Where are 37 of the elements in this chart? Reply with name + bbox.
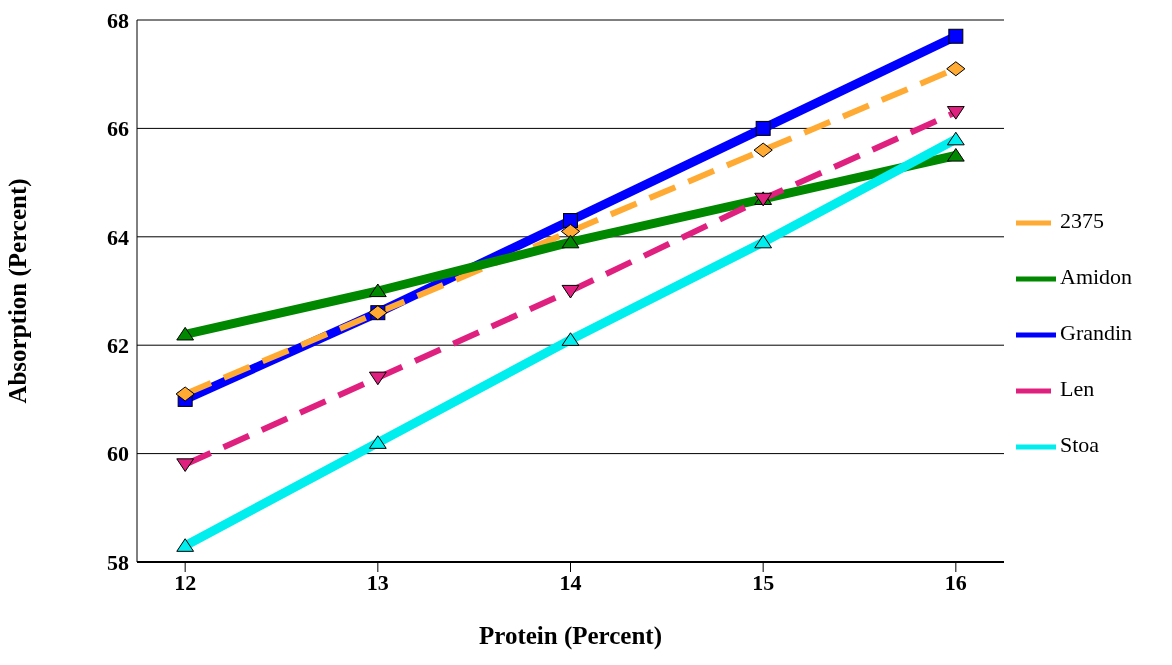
- point: [176, 458, 195, 472]
- point: [946, 131, 965, 146]
- point: [175, 386, 195, 402]
- y-tick-label: 60: [107, 441, 129, 467]
- x-tick-label: 12: [174, 569, 197, 595]
- legend-label: Len: [1060, 376, 1095, 401]
- point: [946, 61, 966, 77]
- point: [176, 538, 195, 552]
- x-tick-label: 14: [559, 569, 582, 595]
- x-axis-title: Protein (Percent): [478, 622, 663, 650]
- point: [368, 371, 387, 386]
- point: [753, 142, 773, 158]
- legend-label: 2375: [1060, 208, 1104, 233]
- point: [561, 332, 580, 346]
- point: [754, 234, 773, 249]
- point: [755, 120, 771, 136]
- legend-label: Amidon: [1060, 264, 1133, 289]
- point: [946, 106, 965, 120]
- legend-label: Stoa: [1060, 432, 1100, 457]
- point: [368, 283, 387, 298]
- point: [368, 435, 387, 449]
- point: [561, 284, 580, 299]
- point: [948, 28, 964, 44]
- x-tick-label: 13: [366, 569, 389, 595]
- legend-label: Grandin: [1060, 320, 1133, 345]
- x-tick-label: 15: [752, 569, 775, 595]
- x-tick-label: 16: [944, 569, 967, 595]
- point: [946, 148, 965, 162]
- y-tick-label: 64: [107, 224, 129, 250]
- y-tick-label: 66: [107, 116, 129, 142]
- point: [560, 223, 581, 239]
- y-tick-label: 62: [107, 333, 129, 359]
- point: [176, 326, 195, 341]
- point: [561, 234, 580, 249]
- y-axis-title: Absorption (Percent): [3, 178, 32, 404]
- y-tick-label: 68: [107, 7, 129, 33]
- y-tick-label: 58: [107, 549, 129, 575]
